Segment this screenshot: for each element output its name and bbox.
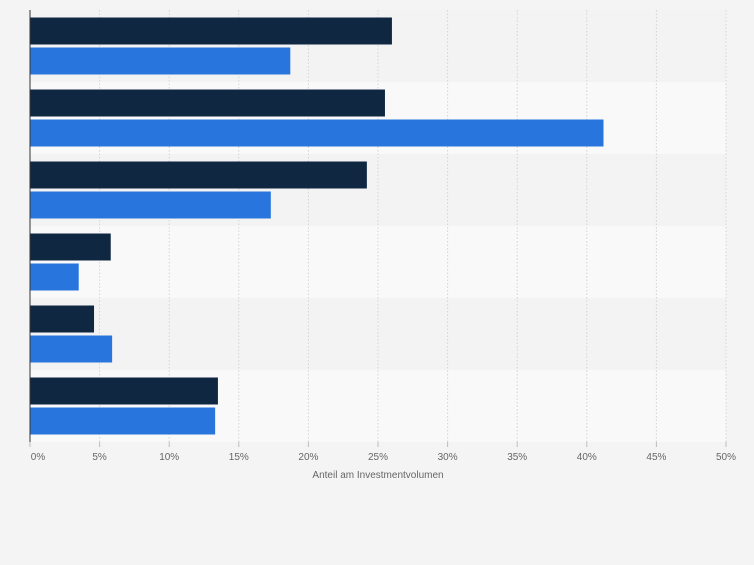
x-tick-label: 50% [716,452,736,463]
bar-series-2 [30,407,216,435]
x-tick-label: 25% [368,452,388,463]
bar-series-2 [30,191,271,219]
bar-series-2 [30,47,291,75]
bar-series-1 [30,233,111,261]
x-tick-label: 15% [229,452,249,463]
x-tick-label: 40% [577,452,597,463]
x-axis-title: Anteil am Investmentvolumen [312,470,443,481]
bar-series-1 [30,305,95,333]
x-tick-label: 10% [159,452,179,463]
x-tick-label: 45% [646,452,666,463]
x-tick-label: 5% [92,452,107,463]
bar-series-1 [30,377,218,405]
bar-series-1 [30,17,392,45]
bar-series-1 [30,161,367,189]
x-tick-label: 0% [31,452,46,463]
bar-series-2 [30,335,113,363]
bar-series-1 [30,89,385,117]
x-tick-label: 30% [438,452,458,463]
bar-series-2 [30,263,79,291]
x-tick-label: 35% [507,452,527,463]
bar-series-2 [30,119,604,147]
x-tick-label: 20% [298,452,318,463]
